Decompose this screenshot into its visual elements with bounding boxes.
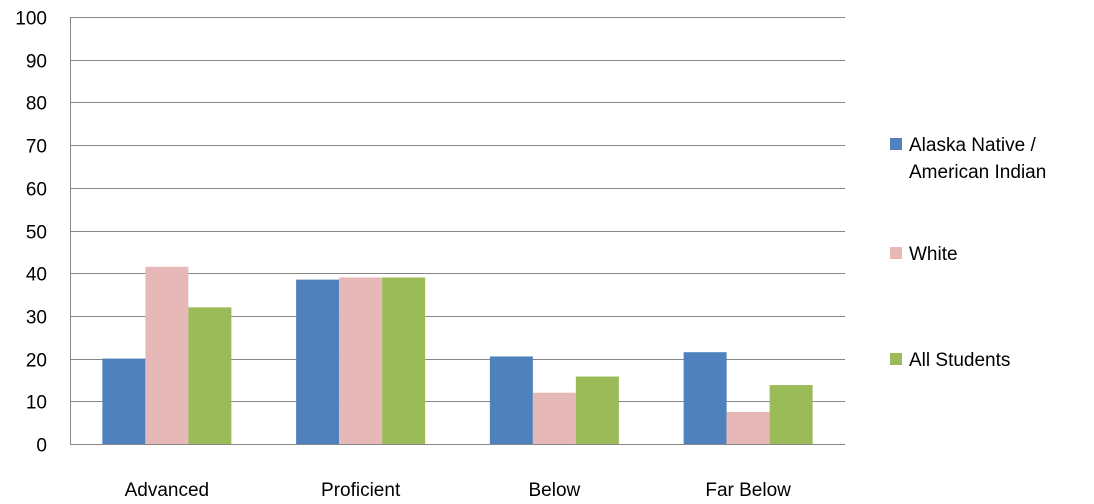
y-tick-label-30: 30 (26, 308, 47, 329)
bar-proficient-alaska-native-american-indian (296, 279, 340, 444)
legend-item-series-3: All Students (890, 347, 1089, 374)
legend-item-series-2: White (890, 241, 1089, 268)
bar-advanced-all-students (188, 307, 232, 444)
x-category-label-proficient: Proficient (321, 480, 401, 501)
x-category-label-below: Below (529, 480, 581, 501)
legend-label-series-3: All Students (909, 350, 1011, 371)
y-tick-label-10: 10 (26, 393, 47, 414)
x-axis-category-labels: Advanced Proficient Below Far Below (125, 480, 792, 501)
y-tick-label-80: 80 (26, 94, 47, 115)
bar-far-below-white (726, 411, 770, 444)
x-category-label-advanced: Advanced (125, 480, 210, 501)
bar-far-below-alaska-native-american-indian (683, 352, 727, 444)
bar-below-alaska-native-american-indian (489, 356, 533, 444)
y-axis-tick-labels: 0 10 20 30 40 50 60 70 80 90 100 (15, 9, 47, 457)
y-tick-label-100: 100 (15, 9, 47, 30)
bar-advanced-alaska-native-american-indian (102, 358, 146, 444)
y-tick-label-60: 60 (26, 180, 47, 201)
bar-below-white (532, 392, 576, 444)
legend-swatch-series-3 (890, 353, 902, 365)
legend-label-series-1: Alaska Native / American Indian (909, 135, 1047, 183)
y-tick-label-70: 70 (26, 137, 47, 158)
bar-proficient-all-students (382, 277, 426, 444)
y-tick-label-50: 50 (26, 223, 47, 244)
bar-advanced-white (145, 266, 189, 444)
bars (102, 266, 813, 444)
y-tick-label-90: 90 (26, 52, 47, 73)
legend-item-series-1: Alaska Native / American Indian (890, 132, 1089, 186)
legend-label-series-2: White (909, 244, 958, 265)
y-tick-label-40: 40 (26, 265, 47, 286)
bar-far-below-all-students (769, 385, 813, 444)
legend-swatch-series-1 (890, 138, 902, 150)
axes (70, 17, 845, 445)
legend-swatch-series-2 (890, 247, 902, 259)
x-category-label-far-below: Far Below (705, 480, 791, 501)
bar-proficient-white (339, 277, 383, 444)
bar-below-all-students (575, 376, 619, 444)
y-tick-label-0: 0 (36, 436, 47, 457)
y-tick-label-20: 20 (26, 351, 47, 372)
